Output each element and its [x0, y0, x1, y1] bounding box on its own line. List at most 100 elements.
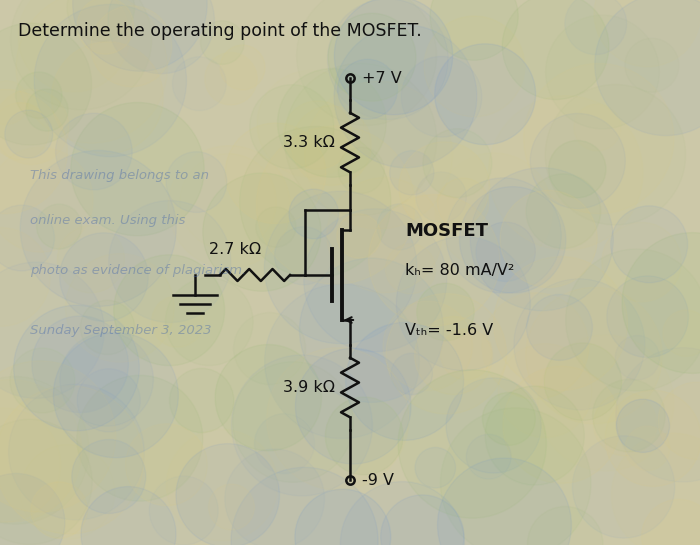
Circle shape [5, 110, 52, 158]
Circle shape [14, 305, 139, 431]
Circle shape [435, 44, 536, 144]
Circle shape [16, 0, 167, 143]
Circle shape [416, 283, 474, 341]
Circle shape [438, 458, 571, 545]
Circle shape [209, 484, 254, 530]
Circle shape [233, 362, 354, 482]
Circle shape [295, 489, 391, 545]
Circle shape [616, 348, 700, 482]
Text: +7 V: +7 V [362, 70, 402, 86]
Circle shape [625, 426, 669, 470]
Circle shape [0, 205, 55, 271]
Circle shape [81, 487, 176, 545]
Circle shape [201, 21, 244, 64]
Circle shape [0, 148, 93, 252]
Circle shape [0, 23, 92, 145]
Circle shape [73, 0, 207, 71]
Circle shape [149, 476, 218, 545]
Circle shape [446, 178, 561, 293]
Circle shape [430, 0, 518, 60]
Circle shape [328, 13, 416, 101]
Circle shape [0, 419, 92, 544]
Circle shape [340, 482, 465, 545]
Circle shape [15, 72, 62, 118]
Circle shape [60, 233, 148, 322]
Circle shape [26, 89, 68, 131]
Circle shape [502, 0, 609, 100]
Circle shape [476, 222, 536, 281]
Circle shape [304, 209, 447, 352]
Circle shape [566, 249, 700, 391]
Circle shape [231, 468, 378, 545]
Circle shape [527, 506, 603, 545]
Text: -9 V: -9 V [362, 473, 394, 487]
Circle shape [203, 173, 321, 291]
Text: Sunday September 3, 2023: Sunday September 3, 2023 [30, 324, 211, 336]
Circle shape [32, 316, 128, 413]
Text: 2.7 kΩ: 2.7 kΩ [209, 242, 261, 257]
Circle shape [113, 255, 225, 366]
Circle shape [335, 0, 453, 114]
Circle shape [526, 287, 662, 424]
Circle shape [71, 102, 204, 236]
Circle shape [459, 186, 566, 293]
Circle shape [168, 146, 290, 268]
Circle shape [424, 16, 525, 117]
Circle shape [0, 379, 82, 522]
Text: Vₜₕ= -1.6 V: Vₜₕ= -1.6 V [405, 323, 493, 337]
Circle shape [0, 474, 65, 545]
Circle shape [265, 191, 417, 344]
Circle shape [152, 296, 203, 347]
Circle shape [414, 317, 493, 395]
Circle shape [284, 101, 352, 169]
Circle shape [0, 89, 69, 165]
Circle shape [440, 408, 591, 545]
Circle shape [369, 195, 500, 326]
Circle shape [390, 150, 434, 195]
Circle shape [274, 227, 332, 285]
Text: MOSFET: MOSFET [405, 222, 488, 240]
Circle shape [225, 449, 325, 545]
Circle shape [0, 262, 104, 398]
Circle shape [337, 214, 381, 258]
Circle shape [642, 499, 700, 545]
Circle shape [381, 495, 464, 545]
Circle shape [53, 333, 178, 458]
Circle shape [256, 126, 415, 284]
Circle shape [250, 84, 334, 169]
Circle shape [125, 424, 207, 506]
Circle shape [176, 444, 279, 545]
Circle shape [167, 429, 278, 541]
Circle shape [573, 436, 675, 538]
Circle shape [169, 368, 234, 433]
Circle shape [377, 204, 423, 250]
Circle shape [77, 369, 140, 432]
Circle shape [482, 392, 536, 445]
Circle shape [396, 237, 531, 371]
Circle shape [0, 377, 89, 524]
Circle shape [391, 353, 433, 395]
Circle shape [77, 0, 134, 54]
Circle shape [607, 276, 688, 358]
Circle shape [295, 348, 411, 464]
Circle shape [594, 392, 657, 456]
Circle shape [383, 301, 473, 391]
Circle shape [60, 333, 153, 426]
Circle shape [489, 96, 643, 250]
Circle shape [8, 384, 144, 520]
Circle shape [574, 104, 621, 151]
Circle shape [526, 294, 592, 360]
Circle shape [602, 222, 681, 302]
Circle shape [289, 189, 339, 239]
Circle shape [0, 361, 116, 512]
Circle shape [20, 445, 115, 539]
Text: online exam. Using this: online exam. Using this [30, 214, 186, 227]
Circle shape [256, 207, 296, 247]
Circle shape [531, 113, 625, 209]
Circle shape [91, 5, 172, 87]
Text: 3.9 kΩ: 3.9 kΩ [283, 380, 335, 395]
Circle shape [80, 300, 134, 355]
Circle shape [67, 0, 134, 41]
Circle shape [485, 386, 584, 485]
Circle shape [498, 344, 592, 438]
